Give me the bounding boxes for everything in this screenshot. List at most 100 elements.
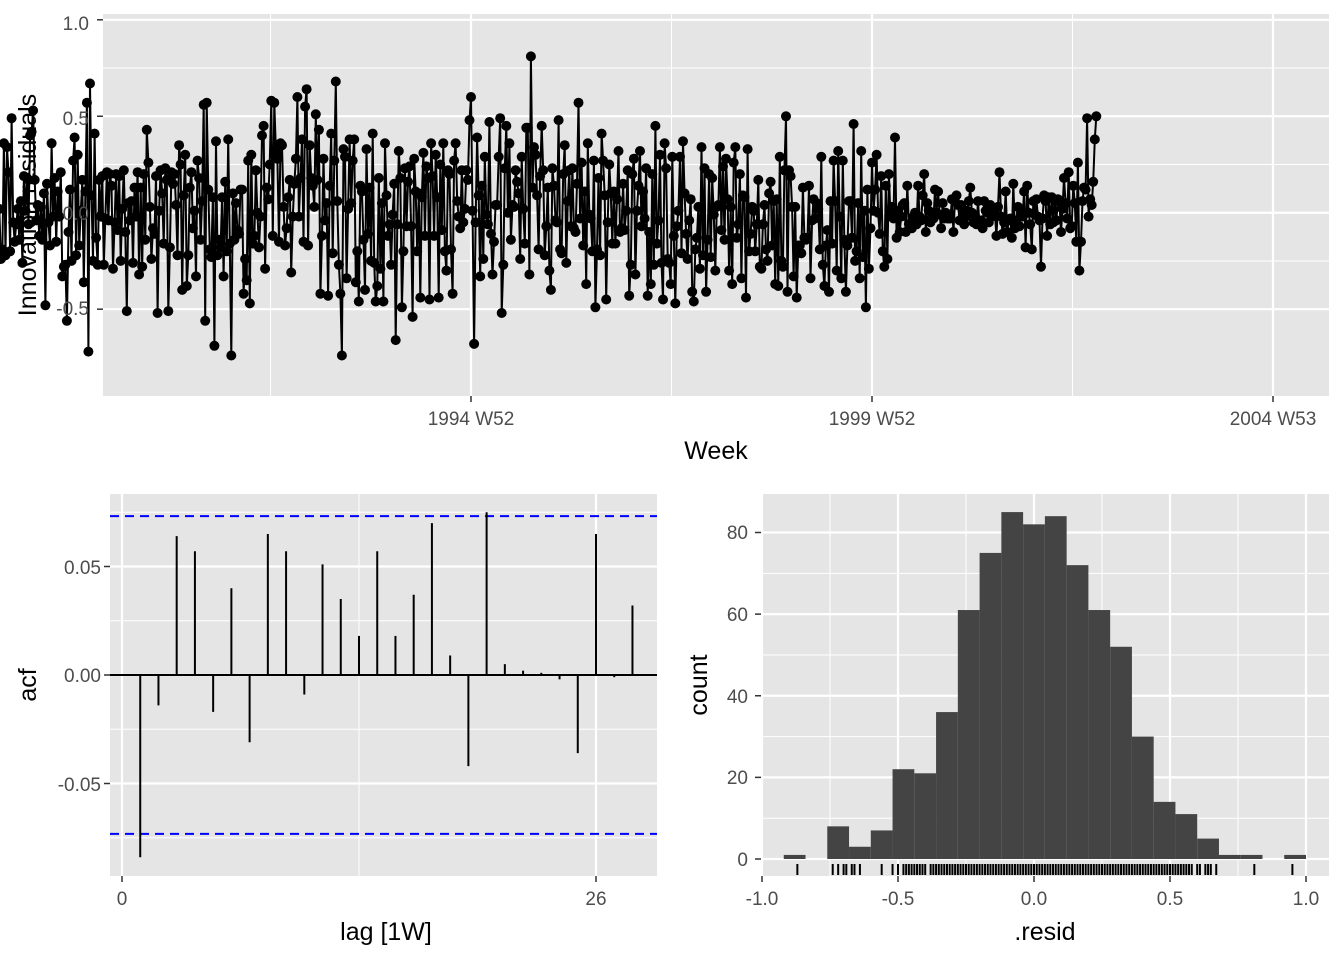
residual-point [131,211,142,222]
residual-point [269,97,280,108]
residual-point [731,232,742,243]
residual-point [638,186,649,197]
residual-point [446,244,456,255]
x-tick-label: 0 [117,889,128,910]
residual-point [140,234,151,245]
residual-point [91,232,102,243]
residual-point [254,242,264,253]
residual-point [106,180,117,191]
residual-point [579,186,590,197]
histogram-bar [914,773,937,859]
residuals-series [0,51,1102,361]
residual-point [994,167,1005,178]
residual-point [244,298,255,309]
residual-point [857,252,868,263]
residual-point [1077,196,1088,207]
histogram-bar [1240,854,1263,859]
residual-point [338,144,349,155]
residual-point [518,203,529,214]
residual-point [263,194,274,205]
residual-point [221,246,232,257]
residual-point [360,284,370,295]
residual-point [733,219,744,230]
residual-point [728,157,739,168]
residual-point [853,198,864,209]
residual-point [759,200,770,210]
residual-point [919,169,930,180]
residual-point [290,153,301,164]
residual-point [549,180,559,191]
residual-point [180,149,191,160]
residual-point [486,228,496,239]
residual-point [883,169,894,180]
residual-point [899,198,910,209]
residual-point [452,196,463,207]
residual-point [341,273,352,284]
residual-point [524,269,535,280]
residual-point [1056,227,1066,237]
residual-point [671,221,682,232]
x-tick-label: 1999 W52 [829,409,916,430]
residual-point [426,138,437,149]
residual-point [836,273,847,284]
residual-point [730,142,741,153]
residual-point [602,217,613,228]
residual-point [444,169,455,180]
residual-point [1000,186,1011,197]
residual-point [627,169,638,180]
residual-point [223,134,234,145]
residual-point [714,142,725,153]
residual-point [705,252,716,263]
y-axis-title: count [685,654,713,715]
residual-point [1068,180,1079,191]
x-tick-label: -1.0 [746,889,779,910]
y-tick-label: 0.0 [63,204,89,225]
histogram-bar [1001,512,1024,859]
residual-point [40,300,51,311]
residual-point [493,151,504,162]
y-axis-title: Innovation residuals [14,94,42,316]
residual-point [635,146,645,156]
residual-point [539,250,550,261]
residual-point [144,201,155,212]
residual-point [545,284,556,295]
residual-point [237,184,248,195]
residual-point [492,200,503,210]
residual-point [320,215,330,226]
histogram-bar [1197,838,1219,859]
residual-point [748,205,759,216]
residual-point [479,151,490,162]
residual-point [665,279,676,290]
residual-point [902,180,913,191]
residual-point [372,281,383,291]
residual-point [782,286,793,297]
residual-point [636,221,647,232]
residual-point [896,211,907,222]
residual-point [496,308,507,318]
residual-point [651,238,662,249]
residual-point [847,232,857,243]
residual-point [46,138,57,149]
residual-point [195,234,206,245]
histogram-bar [849,846,871,859]
residual-point [35,201,46,212]
residual-point [209,340,220,351]
residual-point [948,227,959,237]
residual-point [1031,194,1042,205]
residual-point [278,201,289,212]
residual-point [708,209,719,220]
residual-point [624,290,635,301]
residual-point [435,159,446,170]
residual-point [258,120,269,131]
residual-point [527,182,538,193]
residual-point [415,292,426,303]
residual-point [870,184,881,195]
residual-point [936,223,947,234]
residual-point [710,265,721,276]
residual-point [112,225,123,236]
residual-point [393,146,404,156]
residual-point [1014,221,1025,232]
residual-point [11,219,22,230]
residual-point [26,126,37,137]
